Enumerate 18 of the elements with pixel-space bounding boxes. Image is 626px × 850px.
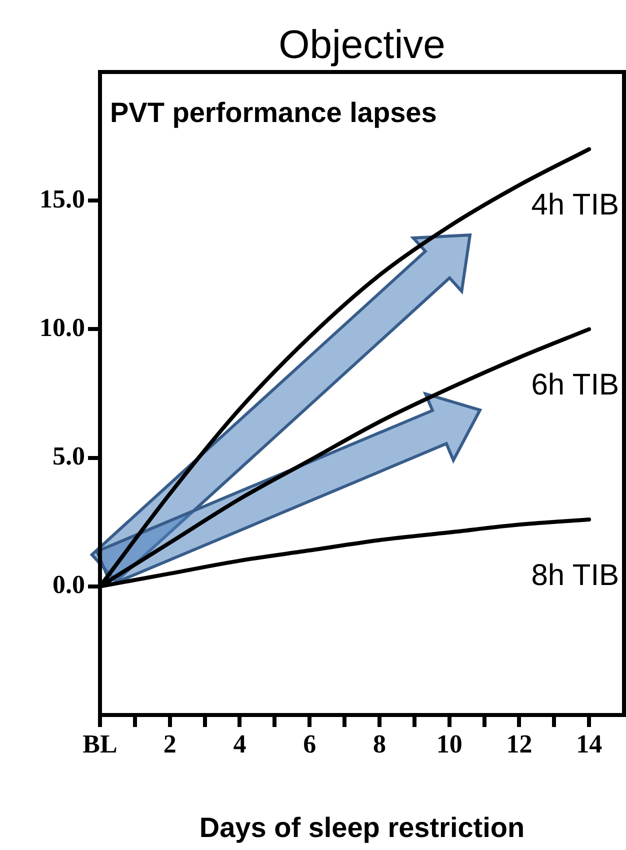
- x-tick-label: 10: [436, 729, 462, 758]
- x-tick-label: BL: [82, 729, 118, 758]
- text: PVT performance lapses: [110, 97, 437, 128]
- y-tick-label: 0.0: [52, 570, 85, 600]
- x-tick-label: 2: [163, 729, 176, 758]
- x-axis-title: Days of sleep restriction: [199, 812, 525, 843]
- series-label: 8h TIB: [531, 558, 620, 592]
- x-tick-label: 6: [303, 729, 316, 758]
- y-tick-label: 5.0: [52, 442, 85, 471]
- x-tick-label: 12: [506, 729, 532, 758]
- y-tick-label: 10.0: [40, 312, 85, 342]
- x-tick-label: 4: [233, 729, 246, 758]
- series-label: 6h TIB: [531, 368, 620, 402]
- series-label: 4h TIB: [531, 188, 620, 222]
- x-tick-label: 8: [372, 729, 386, 758]
- x-tick-label: 14: [576, 729, 602, 758]
- y-tick-label: 15.0: [40, 184, 85, 214]
- chart-title: Objective: [278, 23, 446, 67]
